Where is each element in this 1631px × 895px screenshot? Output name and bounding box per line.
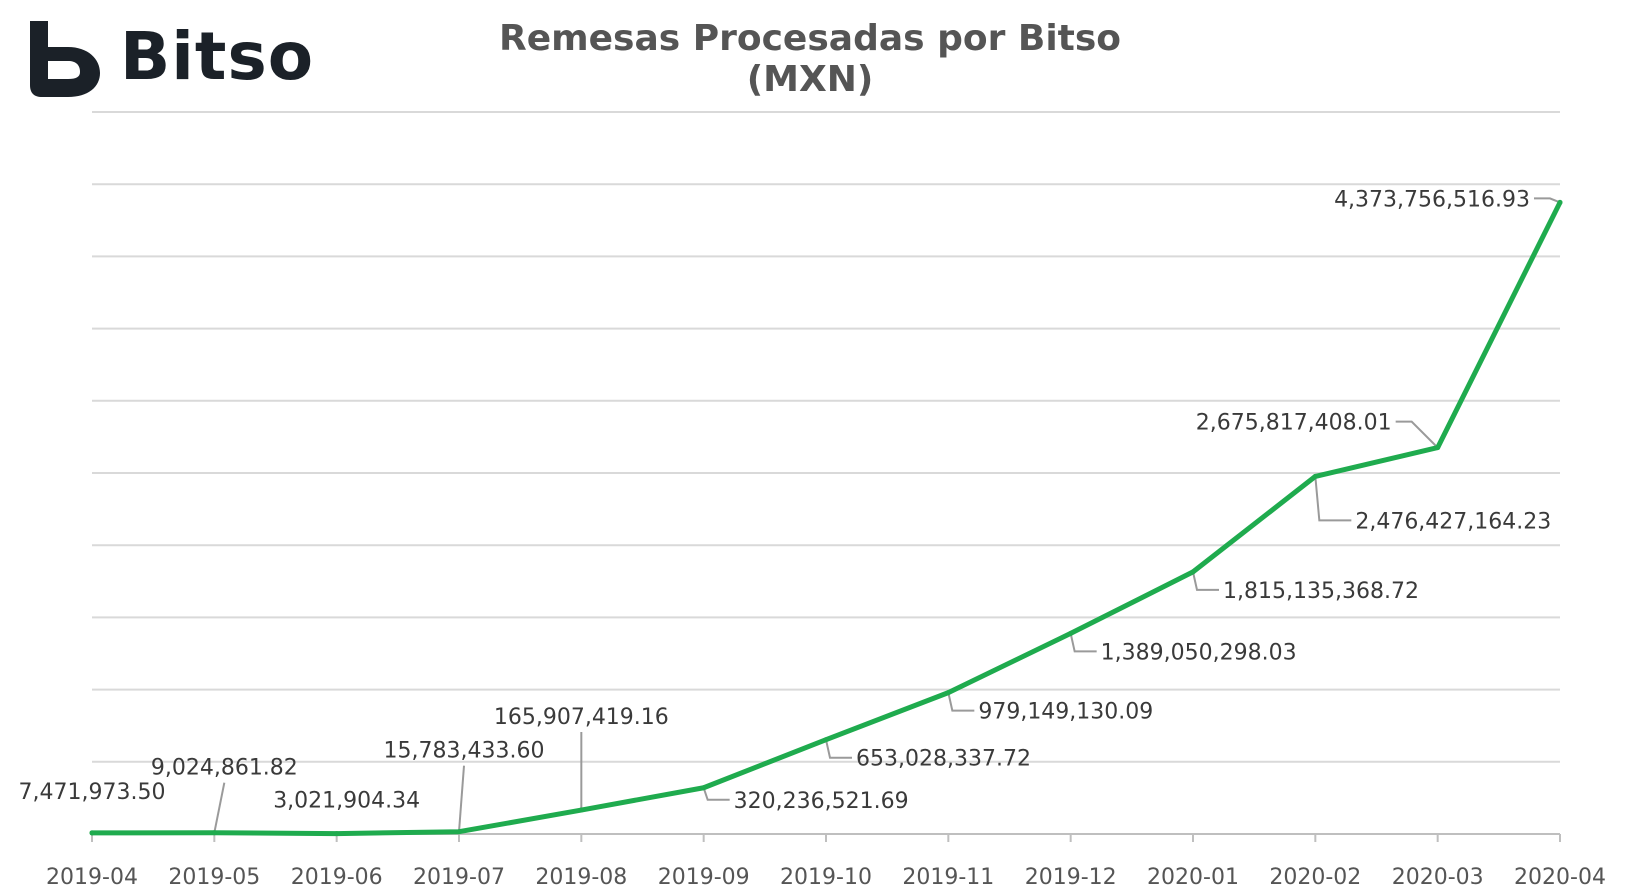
data-point (456, 829, 462, 835)
data-point (1312, 473, 1318, 479)
data-label: 2,476,427,164.23 (1355, 509, 1551, 534)
data-label: 165,907,419.16 (494, 705, 669, 730)
data-point (211, 830, 217, 836)
leader-line (1069, 633, 1097, 653)
x-tick-label: 2019-07 (413, 865, 505, 890)
data-point (334, 831, 340, 837)
leader-line (702, 787, 730, 801)
x-tick-label: 2019-10 (780, 865, 872, 890)
data-label: 4,373,756,516.93 (1334, 187, 1530, 212)
leader-line (1395, 420, 1439, 449)
x-tick-label: 2019-05 (168, 865, 260, 890)
brand-name: Bitso (120, 18, 315, 95)
data-point (578, 807, 584, 813)
data-label: 1,815,135,368.72 (1223, 579, 1419, 604)
data-label: 1,389,050,298.03 (1101, 640, 1297, 665)
data-label: 7,471,973.50 (19, 780, 166, 805)
leader-line (825, 739, 852, 759)
data-point (89, 830, 95, 836)
data-label: 2,675,817,408.01 (1196, 411, 1392, 436)
chart-title: Remesas Procesadas por Bitso (MXN) (498, 18, 1122, 100)
data-point (945, 690, 951, 696)
x-tick-label: 2020-02 (1269, 865, 1361, 890)
x-tick-label: 2019-11 (902, 865, 994, 890)
data-label: 3,021,904.34 (273, 789, 420, 814)
x-tick-label: 2020-04 (1514, 865, 1606, 890)
leader-line (1192, 571, 1219, 591)
x-tick-label: 2019-06 (291, 865, 383, 890)
data-point (823, 737, 829, 743)
x-tick-label: 2019-08 (535, 865, 627, 890)
data-label: 979,149,130.09 (978, 700, 1153, 725)
x-tick-label: 2019-12 (1025, 865, 1117, 890)
leader-line (458, 765, 465, 832)
leader-line (1534, 197, 1561, 204)
data-point (1190, 569, 1196, 575)
x-tick-label: 2019-04 (46, 865, 138, 890)
bitso-logo-icon (30, 21, 100, 97)
data-point (1435, 445, 1441, 451)
data-label: 9,024,861.82 (151, 756, 298, 781)
data-label: 653,028,337.72 (856, 747, 1031, 772)
x-tick-label: 2019-09 (658, 865, 750, 890)
data-label: 15,783,433.60 (384, 739, 545, 764)
bitso-logo: Bitso (24, 12, 314, 102)
leader-line (947, 692, 975, 712)
data-label: 320,236,521.69 (734, 789, 909, 814)
x-tick-label: 2020-03 (1392, 865, 1484, 890)
leader-line (1314, 476, 1352, 522)
data-point (1068, 630, 1074, 636)
x-tick-label: 2020-01 (1147, 865, 1239, 890)
data-point (701, 785, 707, 791)
leader-line (213, 782, 226, 833)
data-point (1557, 199, 1563, 205)
